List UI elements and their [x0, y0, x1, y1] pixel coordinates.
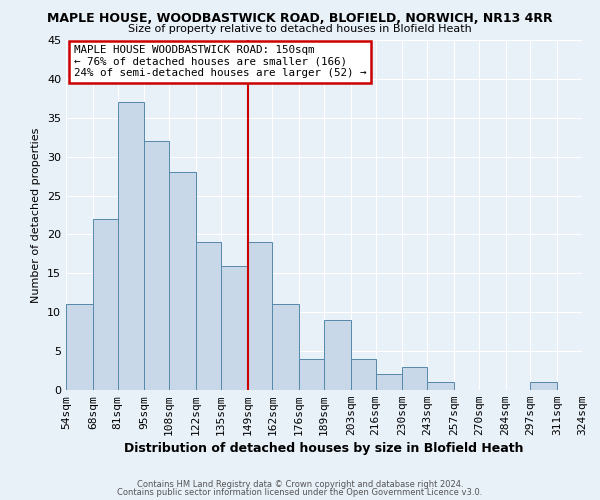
Bar	[145, 141, 169, 390]
Bar	[427, 382, 454, 390]
Bar	[66, 304, 93, 390]
Bar	[93, 219, 118, 390]
Text: MAPLE HOUSE, WOODBASTWICK ROAD, BLOFIELD, NORWICH, NR13 4RR: MAPLE HOUSE, WOODBASTWICK ROAD, BLOFIELD…	[47, 12, 553, 26]
Text: MAPLE HOUSE WOODBASTWICK ROAD: 150sqm
← 76% of detached houses are smaller (166): MAPLE HOUSE WOODBASTWICK ROAD: 150sqm ← …	[74, 46, 366, 78]
Bar	[403, 366, 427, 390]
Bar	[169, 172, 196, 390]
Text: Size of property relative to detached houses in Blofield Heath: Size of property relative to detached ho…	[128, 24, 472, 34]
Bar	[272, 304, 299, 390]
Bar	[324, 320, 351, 390]
Bar	[351, 359, 376, 390]
Bar	[582, 382, 600, 390]
Y-axis label: Number of detached properties: Number of detached properties	[31, 128, 41, 302]
Bar	[299, 359, 324, 390]
Bar	[196, 242, 221, 390]
Bar	[118, 102, 145, 390]
X-axis label: Distribution of detached houses by size in Blofield Heath: Distribution of detached houses by size …	[124, 442, 524, 456]
Bar	[221, 266, 248, 390]
Text: Contains HM Land Registry data © Crown copyright and database right 2024.: Contains HM Land Registry data © Crown c…	[137, 480, 463, 489]
Bar	[530, 382, 557, 390]
Bar	[248, 242, 272, 390]
Bar	[376, 374, 403, 390]
Text: Contains public sector information licensed under the Open Government Licence v3: Contains public sector information licen…	[118, 488, 482, 497]
